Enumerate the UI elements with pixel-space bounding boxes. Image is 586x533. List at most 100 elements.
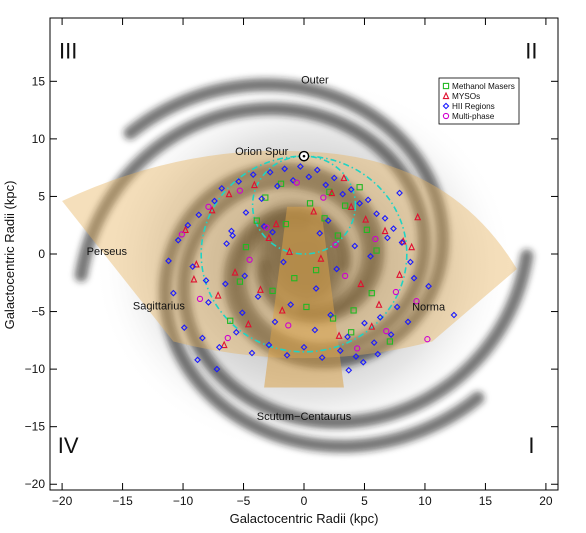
data-point — [345, 366, 353, 374]
y-tick-label: 0 — [38, 247, 45, 261]
legend-label: MYSOs — [452, 92, 480, 101]
data-point — [359, 358, 367, 366]
data-point — [229, 232, 237, 239]
data-point — [249, 171, 257, 178]
legend-label: HII Regions — [452, 102, 495, 111]
data-point — [227, 317, 234, 324]
data-point — [351, 242, 359, 250]
data-point — [320, 194, 327, 201]
data-point — [390, 225, 397, 233]
data-point — [289, 176, 297, 184]
data-point — [236, 278, 244, 285]
data-point — [280, 258, 287, 266]
data-point — [283, 351, 291, 359]
data-point — [195, 211, 203, 219]
data-point — [352, 353, 360, 360]
data-point — [169, 289, 177, 297]
spiral-arm-4 — [177, 175, 534, 429]
y-tick-label: −5 — [31, 305, 45, 319]
data-point — [370, 339, 378, 347]
data-point — [205, 298, 212, 306]
data-point — [332, 241, 339, 248]
y-tick-label: 5 — [38, 189, 45, 203]
y-axis-label: Galactocentric Radii (kpc) — [2, 181, 17, 330]
data-point — [398, 239, 406, 246]
legend-marker — [442, 102, 450, 110]
data-point — [242, 243, 250, 251]
data-point — [348, 329, 355, 336]
data-point — [364, 196, 372, 204]
quadrant-label: II — [525, 38, 537, 63]
data-point — [396, 189, 403, 197]
arm-labels: Outer Orion Spur Perseus Sagittarius Norma Sc… — [87, 75, 446, 423]
data-point — [316, 229, 324, 237]
legend-marker — [442, 112, 450, 120]
quadrant-label: III — [59, 38, 77, 63]
data-point — [372, 235, 379, 243]
legend-label: Multi-phase — [452, 112, 495, 121]
data-point — [196, 295, 204, 303]
data-point — [414, 212, 422, 221]
data-point — [424, 336, 431, 343]
data-point — [214, 291, 222, 299]
legend-label: Methanol Masers — [452, 82, 515, 91]
survey-cone — [264, 206, 344, 388]
data-point — [335, 331, 343, 339]
x-tick-label: 0 — [301, 494, 308, 508]
data-point — [381, 226, 389, 235]
data-point — [322, 181, 330, 189]
data-point — [386, 338, 394, 345]
data-point — [293, 179, 300, 186]
data-point — [263, 224, 270, 231]
data-point — [232, 328, 240, 336]
data-point — [312, 285, 320, 292]
data-point — [300, 343, 308, 351]
y-tick-label: 15 — [32, 74, 46, 88]
arm-label: Outer — [301, 75, 329, 87]
data-point — [250, 180, 258, 189]
data-point — [256, 285, 264, 293]
data-point — [305, 173, 313, 181]
data-point — [189, 263, 197, 271]
data-point — [265, 341, 273, 349]
data-point — [205, 203, 212, 210]
data-point — [271, 318, 279, 326]
data-point — [272, 219, 280, 228]
data-point — [362, 215, 370, 223]
data-point — [317, 254, 325, 262]
data-point — [184, 221, 192, 229]
data-point — [225, 189, 233, 198]
data-point — [384, 234, 391, 242]
data-point — [192, 260, 200, 268]
data-point — [407, 258, 414, 266]
data-point — [354, 345, 361, 352]
series-triangle — [182, 173, 422, 349]
data-point — [363, 226, 371, 233]
arm-label: Norma — [412, 301, 446, 313]
x-tick-label: −10 — [173, 494, 194, 508]
data-point — [202, 277, 210, 284]
x-tick-label: 20 — [539, 494, 553, 508]
data-point — [333, 265, 341, 273]
data-point — [328, 188, 336, 197]
data-point — [410, 274, 418, 282]
data-point — [190, 275, 198, 283]
data-point — [285, 322, 292, 329]
data-point — [318, 354, 326, 361]
data-point — [220, 340, 228, 349]
data-point — [383, 327, 390, 335]
data-point — [404, 318, 412, 326]
data-point — [269, 228, 276, 236]
y-tick-label: −20 — [25, 477, 46, 491]
data-point — [373, 210, 380, 218]
data-point — [215, 343, 223, 351]
series-diamond — [165, 163, 458, 374]
data-point — [356, 184, 363, 191]
legend-box — [438, 77, 520, 125]
x-tick-label: −5 — [237, 494, 251, 508]
data-point — [278, 306, 286, 314]
data-point — [357, 279, 365, 288]
